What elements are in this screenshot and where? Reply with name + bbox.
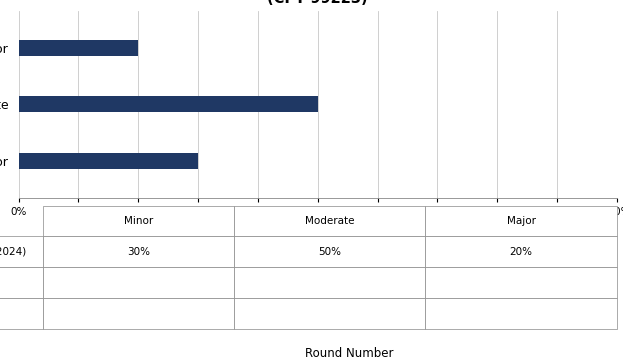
Bar: [19, 96, 318, 112]
Title: Evaluation and Management Services
Initial Inpatient Care Visits
(CPT 99223): Evaluation and Management Services Initi…: [162, 0, 473, 5]
Text: Round Number: Round Number: [305, 347, 393, 360]
Bar: [19, 153, 198, 169]
Bar: [19, 40, 138, 56]
